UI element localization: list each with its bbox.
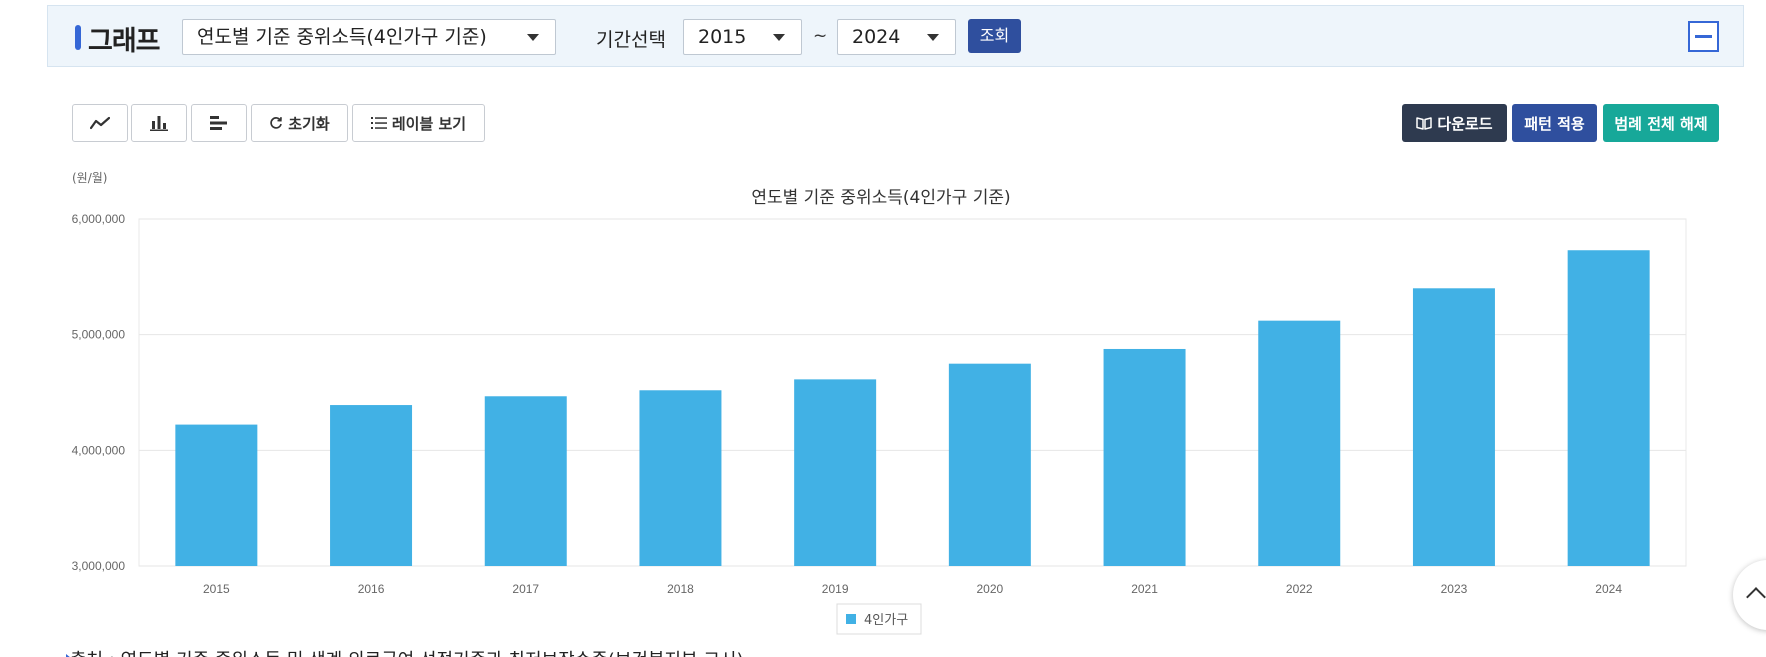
legend-swatch: [846, 614, 856, 624]
end-year-select[interactable]: 2024: [837, 19, 956, 55]
indicator-select-value: 연도별 기준 중위소득(4인가구 기준): [197, 26, 487, 48]
legend[interactable]: 4인가구: [836, 603, 922, 635]
bar-2021[interactable]: [1103, 348, 1186, 566]
bar-2019[interactable]: [794, 379, 877, 566]
label-toggle-label: 레이블 보기: [391, 114, 467, 133]
book-icon: [1416, 117, 1433, 130]
download-button[interactable]: 다운로드: [1402, 104, 1507, 142]
list-icon: [370, 117, 387, 129]
x-tick-label: 2019: [822, 582, 849, 596]
range-separator: ~: [813, 26, 828, 46]
bar-2022[interactable]: [1258, 320, 1341, 566]
chevron-down-icon: [927, 34, 939, 41]
horizontal-bar-chart-icon: [210, 116, 227, 130]
reset-button-label: 초기화: [288, 114, 330, 133]
bar-2016[interactable]: [330, 405, 413, 566]
source-note: 출처 : 연도별 기준 중위소득 및 생계·의료급여 선정기준과 최저보장수준(…: [65, 646, 743, 657]
y-tick-label: 5,000,000: [72, 328, 126, 342]
period-label: 기간선택: [596, 29, 666, 51]
plot-area: 3,000,000 4,000,000 5,000,000 6,000,000 2015…: [72, 212, 1687, 596]
query-button[interactable]: 조회: [968, 19, 1021, 53]
start-year-value: 2015: [698, 26, 747, 48]
title-accent-bar: [75, 25, 81, 50]
indicator-select[interactable]: 연도별 기준 중위소득(4인가구 기준): [182, 19, 556, 55]
y-tick-label: 6,000,000: [72, 212, 126, 226]
collapse-button[interactable]: [1688, 21, 1719, 52]
label-toggle-button[interactable]: 레이블 보기: [352, 104, 485, 142]
legend-clear-button[interactable]: 범례 전체 해제: [1603, 104, 1719, 142]
bar-2023[interactable]: [1412, 288, 1495, 566]
x-tick-label: 2018: [667, 582, 694, 596]
x-tick-label: 2016: [358, 582, 385, 596]
chevron-down-icon: [773, 34, 785, 41]
x-tick-label: 2021: [1131, 582, 1158, 596]
end-year-value: 2024: [852, 26, 901, 48]
horizontal-bar-chart-button[interactable]: [191, 104, 247, 142]
bar-2018[interactable]: [639, 390, 722, 566]
bar-2020[interactable]: [948, 363, 1031, 566]
pattern-apply-button[interactable]: 패턴 적용: [1512, 104, 1597, 142]
x-tick-label: 2020: [976, 582, 1003, 596]
y-axis-unit-label: (원/월): [72, 171, 108, 185]
chevron-down-icon: [527, 34, 539, 41]
download-button-label: 다운로드: [1437, 114, 1493, 133]
start-year-select[interactable]: 2015: [683, 19, 802, 55]
y-tick-label: 3,000,000: [72, 559, 126, 573]
filter-bar: 그래프 연도별 기준 중위소득(4인가구 기준) 기간선택 2015 ~ 202…: [47, 5, 1744, 67]
bar-chart-button[interactable]: [131, 104, 187, 142]
bar-2024[interactable]: [1567, 250, 1650, 567]
bar-2015[interactable]: [175, 424, 258, 566]
refresh-icon: [270, 117, 283, 129]
x-tick-label: 2024: [1595, 582, 1622, 596]
x-tick-label: 2022: [1286, 582, 1313, 596]
section-title: 그래프: [88, 26, 161, 57]
x-tick-label: 2017: [512, 582, 539, 596]
legend-item-label[interactable]: 4인가구: [864, 613, 908, 628]
line-chart-button[interactable]: [72, 104, 128, 142]
reset-button[interactable]: 초기화: [251, 104, 348, 142]
bar-chart-icon: [150, 116, 168, 131]
x-tick-label: 2015: [203, 582, 230, 596]
x-tick-label: 2023: [1441, 582, 1468, 596]
y-tick-label: 4,000,000: [72, 443, 126, 457]
bar-chart: (원/월) 연도별 기준 중위소득(4인가구 기준) 3,000,000 4,00…: [72, 171, 1687, 635]
chart-title: 연도별 기준 중위소득(4인가구 기준): [751, 188, 1010, 208]
bar-2017[interactable]: [484, 396, 567, 566]
line-chart-icon: [90, 116, 110, 130]
